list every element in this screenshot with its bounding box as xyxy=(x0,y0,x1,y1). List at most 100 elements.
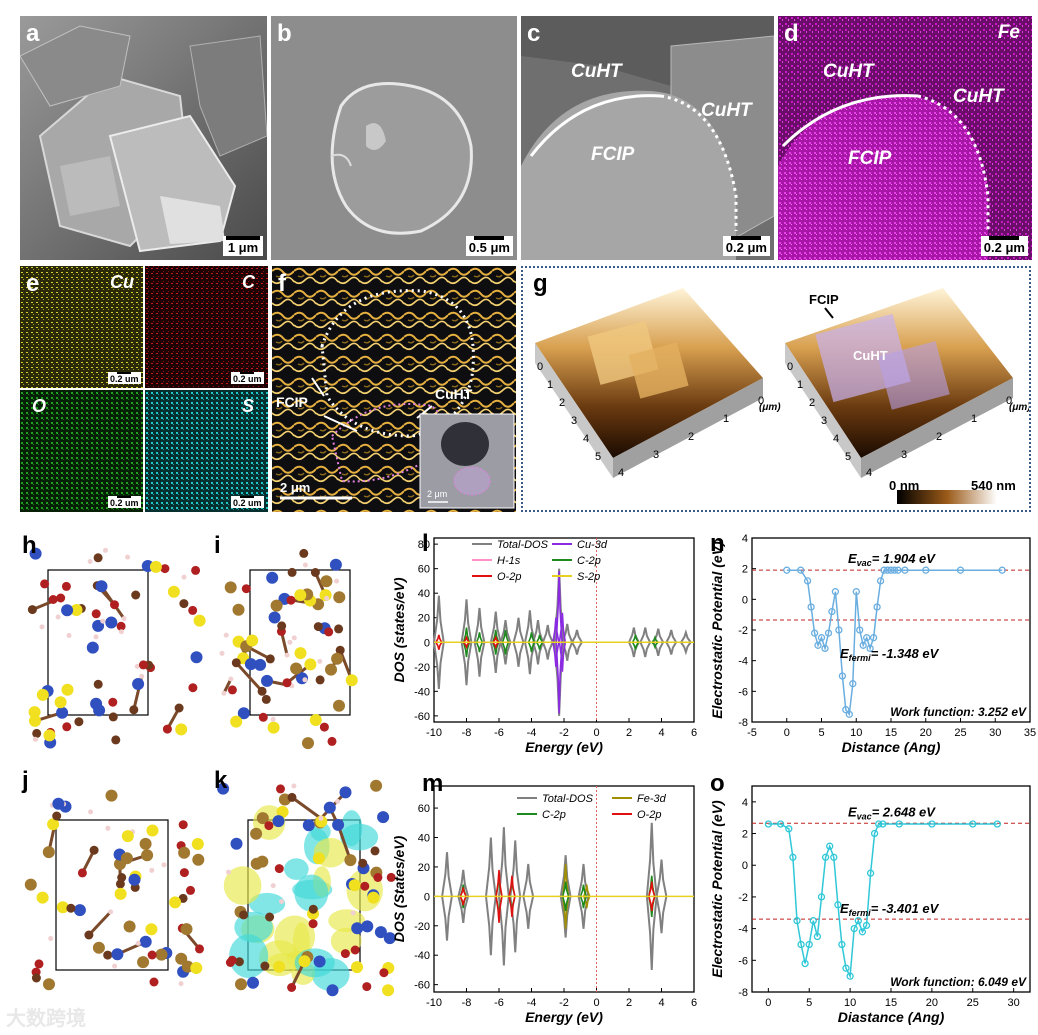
work-function-annotation: Work function: 6.049 eV xyxy=(890,975,1027,989)
atom xyxy=(162,724,172,734)
atom xyxy=(134,663,140,669)
atom xyxy=(267,721,280,734)
atom xyxy=(28,706,41,719)
evac-value: = 1.904 eV xyxy=(872,551,937,566)
atom xyxy=(258,712,268,722)
atom xyxy=(257,686,267,696)
atom xyxy=(386,872,396,882)
potential-point xyxy=(838,940,846,949)
atom xyxy=(149,867,155,873)
potential-point xyxy=(789,853,797,861)
atom xyxy=(315,815,328,828)
potential-point xyxy=(869,634,878,642)
atom xyxy=(232,603,245,616)
potential-point xyxy=(969,820,977,828)
charge-density-lobe xyxy=(229,934,269,979)
potential-point xyxy=(858,928,867,936)
legend-label: Cu-3d xyxy=(577,539,608,551)
potential-point xyxy=(817,893,826,901)
atom xyxy=(115,879,125,889)
x-axis-label: Distance (Ang) xyxy=(842,739,941,755)
atom xyxy=(264,821,274,831)
atom xyxy=(227,685,237,695)
svg-text:0: 0 xyxy=(1006,395,1012,407)
atom xyxy=(175,952,188,965)
y-tick-label: -60 xyxy=(414,711,430,723)
panel-g-afm: 0 1 2 3 4 5 4 3 2 1 0 0 1 2 3 4 5 4 3 2 … xyxy=(521,266,1031,512)
charge-density-lobe xyxy=(234,911,273,943)
y-tick-label: 40 xyxy=(418,588,430,600)
atom xyxy=(54,696,67,709)
svg-text:3: 3 xyxy=(901,449,907,461)
atom xyxy=(319,722,329,732)
potential-point xyxy=(826,842,834,850)
efermi-subscript: fermi xyxy=(849,653,872,663)
crystal-structure-j xyxy=(24,789,205,991)
atom xyxy=(294,647,307,660)
potential-point xyxy=(807,603,815,611)
panel-label: g xyxy=(533,270,548,297)
atom xyxy=(247,976,259,989)
x-tick-label: -2 xyxy=(559,727,569,739)
potential-point xyxy=(785,825,793,833)
x-tick-label: 10 xyxy=(850,727,862,739)
y-tick-label: -20 xyxy=(414,921,430,933)
y-tick-label: 80 xyxy=(418,539,430,551)
atom xyxy=(270,716,276,722)
atom xyxy=(190,962,203,974)
potential-point xyxy=(866,869,875,877)
potential-point xyxy=(764,820,773,828)
x-axis-label: Energy (eV) xyxy=(525,1009,603,1025)
x-tick-label: -8 xyxy=(462,727,472,739)
y-tick-label: -8 xyxy=(738,987,748,999)
potential-point xyxy=(901,566,909,574)
atom xyxy=(108,712,118,722)
atom xyxy=(178,981,184,987)
atom xyxy=(93,634,99,640)
y-tick-label: -60 xyxy=(414,980,430,992)
atom xyxy=(287,639,293,645)
atom xyxy=(334,624,344,634)
potential-point xyxy=(895,820,903,828)
x-tick-label: -2 xyxy=(559,997,569,1009)
sem-image-a xyxy=(20,16,267,260)
potential-point xyxy=(875,820,883,828)
bond xyxy=(87,910,112,937)
x-tick-label: 4 xyxy=(658,997,664,1009)
legend-label: Fe-3d xyxy=(637,793,667,805)
atom xyxy=(224,581,237,594)
x-tick-label: -6 xyxy=(494,727,504,739)
atom xyxy=(227,955,237,965)
efermi-value: = -3.401 eV xyxy=(871,901,940,916)
panel-label: h xyxy=(22,532,37,559)
atom xyxy=(139,837,152,850)
legend-label: O-2p xyxy=(637,809,661,821)
potential-point xyxy=(883,566,892,574)
y-tick-label: -40 xyxy=(414,686,430,698)
bond xyxy=(291,796,322,820)
atom xyxy=(93,704,106,717)
atom xyxy=(191,565,201,575)
atom xyxy=(361,920,374,933)
potential-point xyxy=(850,924,858,933)
atom xyxy=(217,782,230,795)
atom xyxy=(77,868,87,878)
atom xyxy=(190,651,203,664)
potential-point xyxy=(783,566,791,574)
atom xyxy=(360,881,370,891)
atom xyxy=(254,658,267,671)
scale-label-inset: 2 μm xyxy=(427,489,448,499)
label-cuht: CuHT xyxy=(953,86,1004,107)
atom xyxy=(261,674,273,687)
atom xyxy=(141,849,154,862)
panel-label: b xyxy=(277,20,292,47)
potential-point xyxy=(845,710,853,718)
eds-maps xyxy=(20,266,268,512)
atom xyxy=(55,614,61,620)
atom xyxy=(145,923,158,936)
atom xyxy=(333,699,345,712)
svg-text:4: 4 xyxy=(866,467,872,479)
potential-point xyxy=(797,566,805,574)
atom xyxy=(52,797,65,810)
atom xyxy=(29,714,41,727)
